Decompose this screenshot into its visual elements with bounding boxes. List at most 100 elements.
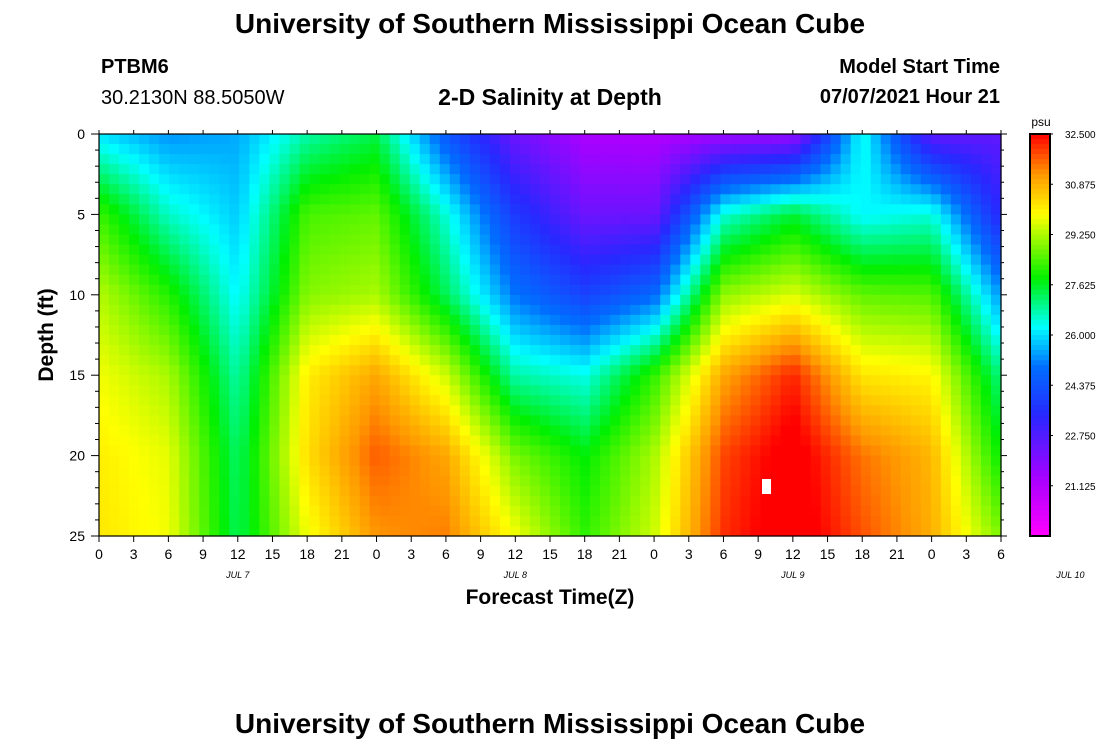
heatmap-cell <box>259 425 270 437</box>
heatmap-cell <box>850 284 862 296</box>
heatmap-cell <box>890 284 902 296</box>
heatmap-cell <box>970 375 982 386</box>
heatmap-cell <box>519 144 531 155</box>
heatmap-cell <box>519 244 531 256</box>
heatmap-cell <box>359 455 371 467</box>
heatmap-cell <box>720 485 731 497</box>
heatmap-cell <box>409 214 421 226</box>
heatmap-cell <box>499 194 511 205</box>
heatmap-cell <box>289 214 301 226</box>
heatmap-cell <box>319 264 331 276</box>
heatmap-cell <box>700 244 711 256</box>
heatmap-cell <box>870 355 882 366</box>
heatmap-cell <box>850 515 862 527</box>
heatmap-cell <box>610 174 621 185</box>
heatmap-cell <box>730 425 742 437</box>
heatmap-cell <box>780 375 792 386</box>
heatmap-cell <box>399 194 411 205</box>
heatmap-cell <box>119 144 130 155</box>
heatmap-cell <box>519 335 531 346</box>
heatmap-cell <box>560 405 571 416</box>
colorbar-segment <box>1030 209 1050 216</box>
heatmap-cell <box>229 375 240 386</box>
heatmap-cell <box>980 465 992 477</box>
heatmap-cell <box>109 244 120 256</box>
heatmap-cell <box>620 254 631 266</box>
heatmap-cell <box>369 224 381 236</box>
heatmap-cell <box>960 345 972 356</box>
heatmap-cell <box>770 385 782 396</box>
heatmap-cell <box>960 324 972 336</box>
heatmap-cell <box>109 425 120 437</box>
heatmap-cell <box>469 314 481 326</box>
heatmap-cell <box>840 284 852 296</box>
heatmap-cell <box>359 204 371 215</box>
heatmap-cell <box>379 525 391 537</box>
heatmap-cell <box>229 365 240 376</box>
heatmap-cell <box>850 405 862 416</box>
heatmap-cell <box>199 154 210 165</box>
heatmap-cell <box>750 455 762 467</box>
heatmap-cell <box>730 224 742 236</box>
heatmap-cell <box>169 395 180 406</box>
heatmap-cell <box>650 274 661 286</box>
heatmap-cell <box>670 194 681 205</box>
heatmap-cell <box>319 335 331 346</box>
heatmap-cell <box>850 485 862 497</box>
heatmap-cell <box>399 435 411 447</box>
heatmap-cell <box>780 485 792 497</box>
heatmap-cell <box>529 525 541 537</box>
heatmap-cell <box>630 244 641 256</box>
heatmap-cell <box>980 405 992 416</box>
heatmap-cell <box>399 154 411 165</box>
heatmap-cell <box>620 425 631 437</box>
heatmap-cell <box>319 505 331 517</box>
heatmap-cell <box>830 174 842 185</box>
heatmap-cell <box>189 455 200 467</box>
heatmap-cell <box>109 134 120 145</box>
heatmap-cell <box>970 445 982 457</box>
heatmap-cell <box>269 375 280 386</box>
heatmap-cell <box>409 375 421 386</box>
heatmap-cell <box>720 375 731 386</box>
heatmap-cell <box>970 134 982 145</box>
heatmap-cell <box>179 174 190 185</box>
heatmap-cell <box>730 244 742 256</box>
heatmap-cell <box>539 455 551 467</box>
heatmap-cell <box>900 294 912 306</box>
heatmap-cell <box>229 314 240 326</box>
heatmap-cell <box>159 405 170 416</box>
heatmap-cell <box>539 164 551 175</box>
heatmap-cell <box>119 475 130 487</box>
heatmap-cell <box>289 194 301 205</box>
heatmap-cell <box>179 244 190 256</box>
heatmap-cell <box>149 134 160 145</box>
heatmap-cell <box>560 525 571 537</box>
heatmap-cell <box>940 515 952 527</box>
heatmap-cell <box>279 294 291 306</box>
heatmap-cell <box>539 485 551 497</box>
heatmap-cell <box>489 254 501 266</box>
heatmap-cell <box>489 335 501 346</box>
heatmap-cell <box>99 234 110 246</box>
colorbar-segment <box>1030 244 1050 251</box>
heatmap-cell <box>539 435 551 447</box>
heatmap-cell <box>890 345 902 356</box>
heatmap-cell <box>409 355 421 366</box>
heatmap-cell <box>459 294 471 306</box>
heatmap-cell <box>369 314 381 326</box>
heatmap-cell <box>880 284 892 296</box>
heatmap-cell <box>950 445 962 457</box>
date-labels: JUL 7 JUL 8 JUL 9 JUL 10 <box>225 570 1084 580</box>
colorbar-label: 26.000 <box>1065 331 1096 342</box>
heatmap-cell <box>930 525 942 537</box>
heatmap-cell <box>309 304 321 316</box>
heatmap-cell <box>209 505 220 517</box>
heatmap-cell <box>590 415 601 427</box>
heatmap-cell <box>139 345 150 356</box>
heatmap-cell <box>740 485 752 497</box>
heatmap-cell <box>570 164 581 175</box>
heatmap-cell <box>580 525 591 537</box>
heatmap-cell <box>670 294 681 306</box>
heatmap-cell <box>509 475 521 487</box>
